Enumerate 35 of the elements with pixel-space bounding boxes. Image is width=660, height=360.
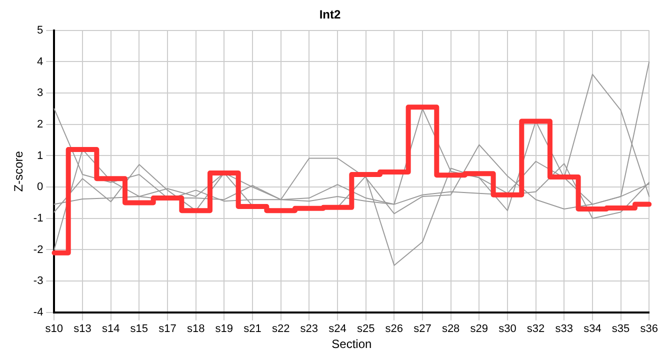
y-tick-label: 4 <box>37 56 44 68</box>
x-tick-label: s10 <box>45 323 64 336</box>
y-tick-label: -3 <box>33 275 44 288</box>
x-tick-label: s22 <box>272 323 290 336</box>
x-tick-label: s27 <box>414 323 432 336</box>
y-tick-label: -2 <box>33 244 44 256</box>
x-tick-label: s14 <box>102 323 120 336</box>
x-tick-label: s19 <box>215 323 234 336</box>
y-tick-label: -4 <box>33 306 44 318</box>
chart-title: Int2 <box>319 8 341 22</box>
x-tick-label: s35 <box>612 323 630 336</box>
x-tick-label: s32 <box>526 323 545 336</box>
x-tick-label: s28 <box>442 323 460 336</box>
x-tick-label: s30 <box>498 323 516 336</box>
y-tick-label: 1 <box>37 150 44 162</box>
y-tick-label: 0 <box>37 181 44 194</box>
x-tick-label: s25 <box>356 323 375 336</box>
y-tick-label: 2 <box>37 118 44 130</box>
x-tick-label: s17 <box>158 323 176 336</box>
y-tick-label: 3 <box>37 87 44 100</box>
x-tick-label: s18 <box>186 323 205 336</box>
x-tick-label: s15 <box>130 323 148 336</box>
x-tick-label: s36 <box>640 323 658 336</box>
y-tick-label: 5 <box>37 24 44 36</box>
x-tick-label: s34 <box>584 323 602 336</box>
x-tick-label: s23 <box>300 323 318 336</box>
y-axis-title: Z-score <box>12 150 26 192</box>
x-tick-label: s21 <box>244 323 262 336</box>
x-tick-label: s13 <box>74 323 92 336</box>
x-tick-label: s29 <box>470 323 488 336</box>
y-tick-label: -1 <box>33 212 44 224</box>
x-axis-title: Section <box>332 337 372 352</box>
x-tick-label: s26 <box>385 323 404 336</box>
x-tick-label: s33 <box>555 323 574 336</box>
x-tick-label: s24 <box>328 323 346 336</box>
